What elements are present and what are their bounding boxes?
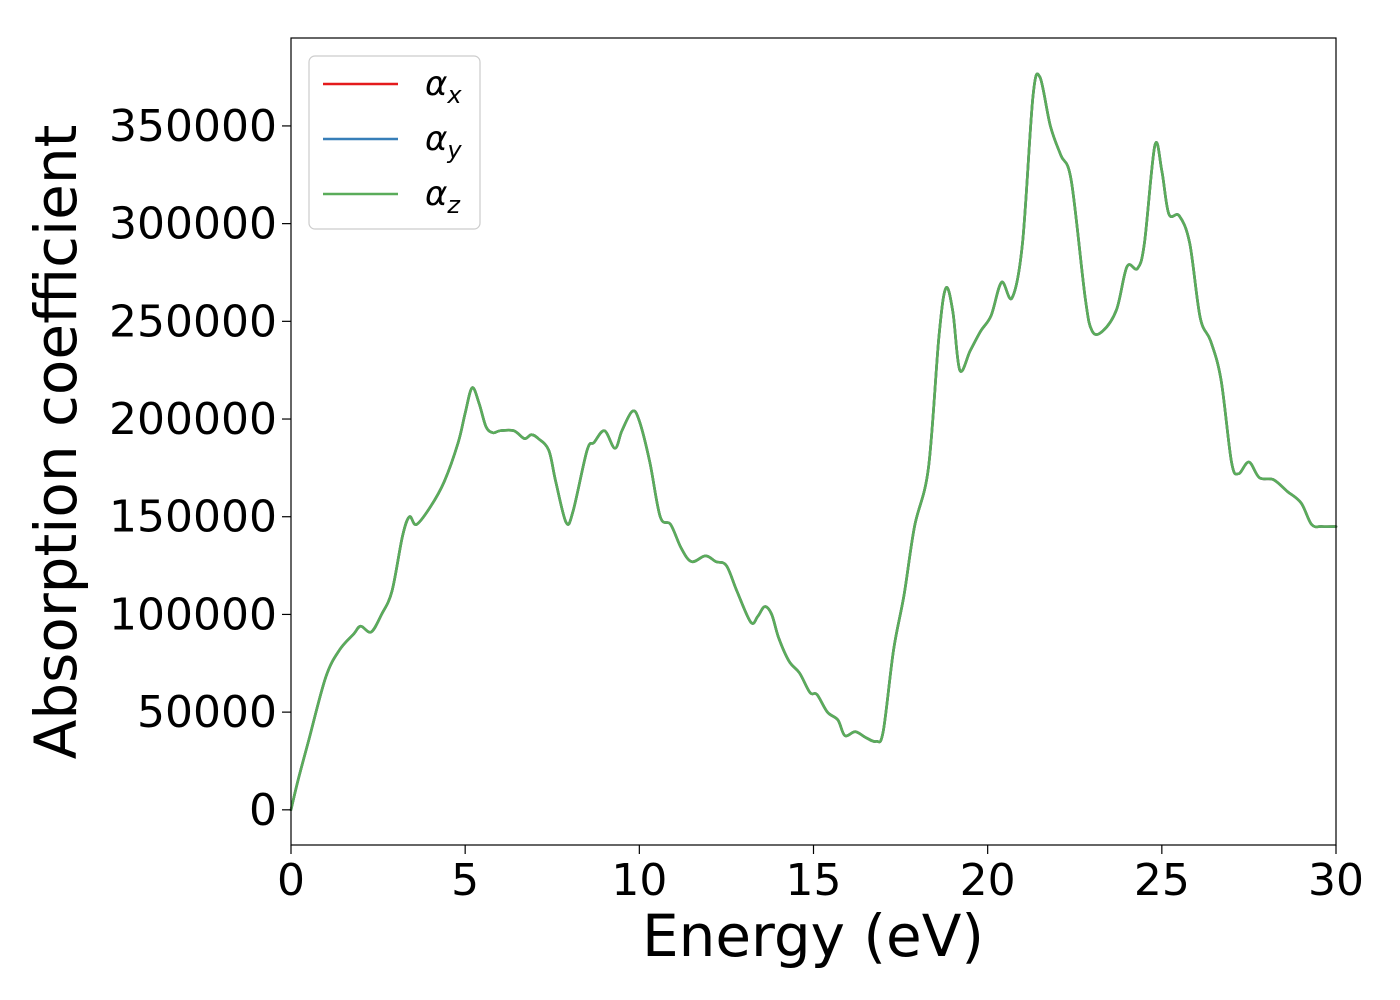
- x-tick-label: 15: [786, 855, 842, 906]
- y-axis-ticks: 0 50000 100000 150000 200000 250000 300000 3500…: [109, 101, 291, 836]
- y-tick-label: 350000: [109, 101, 277, 152]
- y-tick-label: 50000: [137, 687, 277, 738]
- legend-label-alpha-z: αz: [425, 174, 461, 219]
- y-tick-label: 0: [249, 785, 277, 836]
- x-axis-title: Energy (eV): [642, 902, 984, 970]
- x-tick-label: 20: [960, 855, 1016, 906]
- x-tick-label: 5: [451, 855, 479, 906]
- legend-box: [308, 55, 481, 230]
- legend-label-alpha-x: αx: [425, 64, 462, 109]
- x-axis-ticks: 0 5 10 15 20 25 30: [277, 845, 1364, 906]
- y-tick-label: 250000: [109, 296, 277, 347]
- x-tick-label: 25: [1134, 855, 1190, 906]
- x-tick-label: 0: [277, 855, 305, 906]
- y-axis-title: Absorption coefficient: [22, 125, 90, 760]
- series-layer: [289, 72, 1338, 812]
- y-tick-label: 150000: [109, 492, 277, 543]
- legend-label-alpha-y: αy: [425, 119, 462, 164]
- y-tick-label: 300000: [109, 199, 277, 250]
- x-tick-label: 10: [611, 855, 667, 906]
- legend: αx αy αz: [308, 55, 481, 230]
- x-tick-label: 30: [1308, 855, 1364, 906]
- y-tick-label: 100000: [109, 589, 277, 640]
- y-tick-label: 200000: [109, 394, 277, 445]
- series-line-alpha-z: [289, 72, 1338, 812]
